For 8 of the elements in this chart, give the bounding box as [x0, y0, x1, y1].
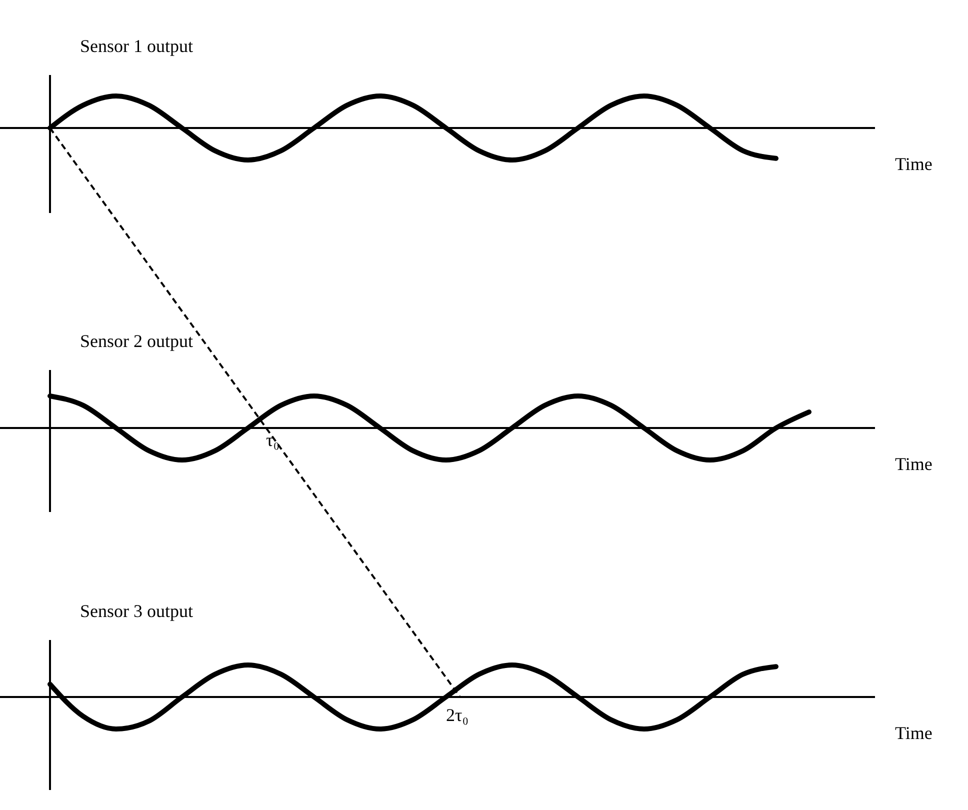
x-axis-title: Time	[895, 454, 932, 474]
y-axis-title: Sensor 1 output	[80, 36, 194, 56]
x-axis-title: Time	[895, 723, 932, 743]
annotation: τ₀	[266, 430, 280, 450]
x-axis-title: Time	[895, 154, 932, 174]
y-axis-title: Sensor 2 output	[80, 331, 194, 351]
annotation: 2τ₀	[446, 705, 469, 725]
y-axis-title: Sensor 3 output	[80, 601, 194, 621]
